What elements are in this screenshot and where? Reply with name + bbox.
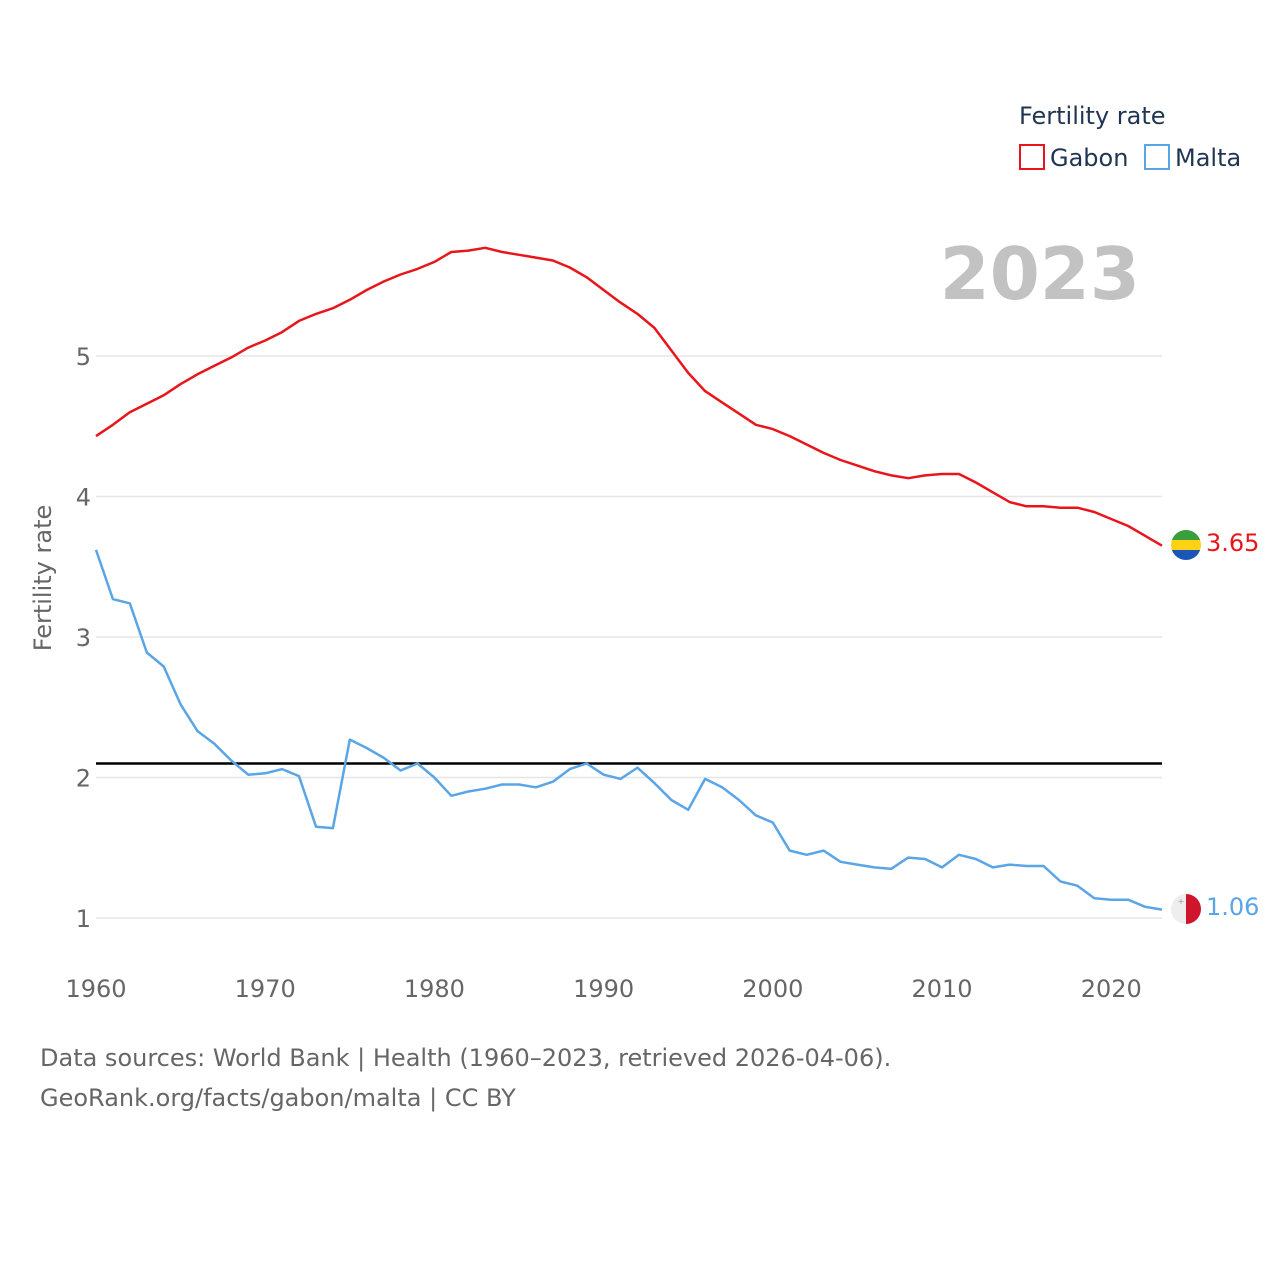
x-axis-ticks: 1960 1970 1980 1990 2000 2010 2020 <box>65 975 1141 1003</box>
x-tick-label: 2000 <box>742 975 803 1003</box>
legend: Fertility rate Gabon Malta <box>1019 102 1241 172</box>
legend-item-malta[interactable]: Malta <box>1144 144 1241 172</box>
x-tick-label: 1990 <box>573 975 634 1003</box>
source-url-license[interactable]: GeoRank.org/facts/gabon/malta | CC BY <box>40 1084 516 1112</box>
y-tick-label: 5 <box>76 343 91 371</box>
legend-item-gabon[interactable]: Gabon <box>1019 144 1128 172</box>
x-tick-label: 2010 <box>911 975 972 1003</box>
year-badge: 2023 <box>940 232 1140 316</box>
y-axis-ticks: 1 2 3 4 5 <box>76 343 91 933</box>
y-axis-label: Fertility rate <box>29 505 57 652</box>
x-tick-label: 1980 <box>404 975 465 1003</box>
data-source-note: Data sources: World Bank | Health (1960–… <box>40 1044 892 1072</box>
gabon-flag <box>1171 530 1201 560</box>
grid-lines <box>96 355 1162 919</box>
y-tick-label: 3 <box>76 624 91 652</box>
x-tick-label: 1960 <box>65 975 126 1003</box>
y-tick-label: 4 <box>76 484 91 512</box>
malta-series-line <box>94 549 1163 911</box>
legend-label-malta: Malta <box>1175 144 1241 172</box>
malta-flag: + <box>1171 894 1201 924</box>
x-tick-label: 2020 <box>1081 975 1142 1003</box>
y-tick-label: 1 <box>76 905 91 933</box>
gabon-end-value: 3.65 <box>1206 529 1259 557</box>
legend-swatch-malta <box>1144 144 1170 170</box>
malta-end-value: 1.06 <box>1206 893 1259 921</box>
legend-label-gabon: Gabon <box>1050 144 1128 172</box>
x-tick-label: 1970 <box>235 975 296 1003</box>
svg-text:+: + <box>1178 897 1185 906</box>
legend-swatch-gabon <box>1019 144 1045 170</box>
gabon-series-line <box>95 246 1163 547</box>
legend-title: Fertility rate <box>1019 102 1166 130</box>
y-tick-label: 2 <box>76 765 91 793</box>
